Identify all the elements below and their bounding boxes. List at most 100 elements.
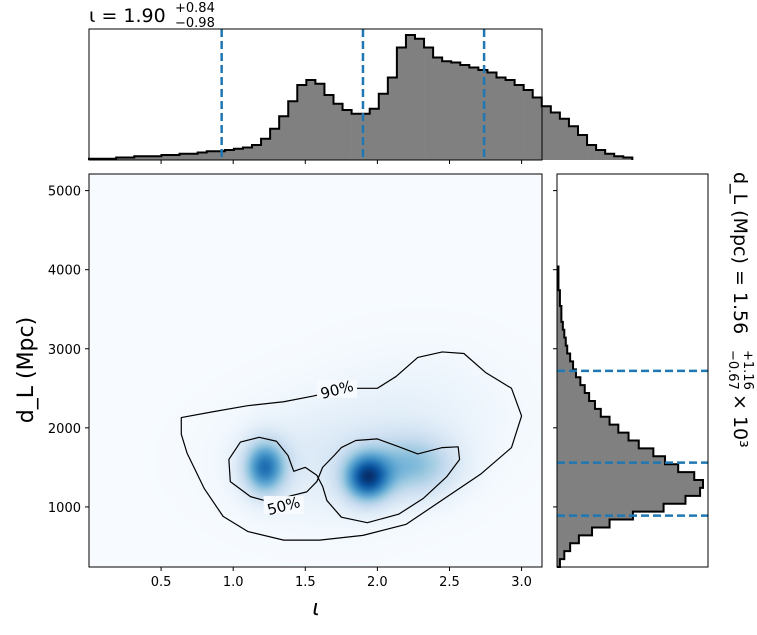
right-marginal-panel: d_L (Mpc) = 1.56 +1.16 −0.67 × 10³ xyxy=(553,172,755,568)
top-hist-bar xyxy=(605,153,615,160)
x-tick-label: 0.5 xyxy=(151,575,172,590)
top-hist-bar xyxy=(143,156,153,160)
top-hist-bar xyxy=(532,97,543,160)
right-hist-bar xyxy=(557,416,610,425)
top-hist-outline xyxy=(88,34,634,160)
right-hist-bar xyxy=(557,559,560,568)
top-hist-bar xyxy=(523,90,534,160)
right-hist-bar xyxy=(557,290,560,299)
top-hist-bar xyxy=(505,80,515,160)
top-hist-bar xyxy=(378,93,389,160)
joint-y-ticks: 1000 2000 3000 4000 5000 xyxy=(48,185,89,516)
contour-label-bg xyxy=(317,379,358,398)
right-hist-bar xyxy=(557,440,639,449)
joint-panel-frame xyxy=(88,173,543,568)
contour-label-bg xyxy=(263,496,304,515)
right-hist-bar xyxy=(557,456,666,465)
top-hist-bar xyxy=(152,156,162,160)
right-hist-bar xyxy=(557,313,562,323)
y-tick-label: 4000 xyxy=(48,264,81,279)
top-hist-bar xyxy=(405,35,416,160)
top-hist-bar xyxy=(306,80,316,160)
right-hist-bar xyxy=(557,361,574,370)
top-hist-bar xyxy=(342,110,352,160)
joint-x-ticks: 0.5 1.0 1.5 2.0 2.5 3.0 xyxy=(151,567,532,590)
right-title-suffix: × 10³ xyxy=(729,394,751,448)
right-hist-bar xyxy=(557,329,565,338)
top-hist-bar xyxy=(242,147,253,160)
top-histogram xyxy=(88,34,634,160)
y-tick-label: 2000 xyxy=(48,422,81,437)
top-hist-bar xyxy=(188,153,198,160)
right-hist-bar xyxy=(557,321,563,331)
top-hist-bar xyxy=(270,128,280,160)
right-panel-frame xyxy=(556,173,709,568)
right-hist-bar xyxy=(557,519,610,528)
top-hist-bar xyxy=(369,108,380,160)
top-hist-bar xyxy=(433,57,443,160)
top-x-ticks xyxy=(160,160,523,164)
x-tick-label: 3.0 xyxy=(511,575,532,590)
top-hist-bar xyxy=(351,113,361,160)
top-title-sub: −0.98 xyxy=(175,16,215,31)
top-hist-bar xyxy=(550,112,561,160)
right-hist-bar xyxy=(557,306,562,315)
top-hist-bar xyxy=(396,47,407,160)
right-y-ticks xyxy=(553,190,557,508)
right-hist-bar xyxy=(557,487,701,497)
right-hist-outline xyxy=(557,265,704,568)
top-hist-bar xyxy=(469,67,479,160)
top-panel-frame xyxy=(88,28,543,161)
top-hist-bar xyxy=(224,150,235,160)
top-hist-bar xyxy=(424,47,434,160)
y-tick-label: 1000 xyxy=(48,501,81,516)
top-hist-bar xyxy=(116,157,126,160)
top-hist-bar xyxy=(279,116,289,160)
right-hist-bar xyxy=(557,543,571,552)
right-hist-bar xyxy=(557,369,576,378)
top-hist-bar xyxy=(288,101,298,160)
right-title: d_L (Mpc) = 1.56 +1.16 −0.67 × 10³ xyxy=(725,172,755,448)
top-hist-bar xyxy=(179,153,189,160)
top-hist-bar xyxy=(442,61,452,160)
right-hist-bar xyxy=(557,393,590,402)
top-hist-bar xyxy=(568,126,579,160)
top-hist-bar xyxy=(487,72,497,160)
right-hist-bar xyxy=(557,527,593,536)
top-hist-bar xyxy=(261,138,271,160)
top-hist-bar xyxy=(125,157,135,160)
top-hist-bar xyxy=(206,151,217,160)
top-title-main: ι = 1.90 xyxy=(89,5,166,27)
top-hist-bar xyxy=(161,155,171,160)
x-tick-label: 2.0 xyxy=(367,575,388,590)
right-hist-bar xyxy=(557,377,581,386)
top-hist-bar xyxy=(324,95,334,160)
right-hist-bar xyxy=(557,298,560,307)
top-hist-bar xyxy=(587,145,597,160)
right-hist-bar xyxy=(557,480,703,489)
x-tick-label: 1.5 xyxy=(295,575,316,590)
top-hist-bar xyxy=(614,156,624,160)
top-hist-bar xyxy=(596,150,606,160)
joint-density-heatmap xyxy=(89,174,542,567)
right-histogram xyxy=(557,265,704,568)
right-hist-bar xyxy=(557,535,579,544)
y-tick-label: 5000 xyxy=(48,185,81,200)
top-hist-bar xyxy=(541,106,552,160)
top-hist-bar xyxy=(623,157,633,160)
right-hist-bar xyxy=(557,432,629,441)
top-hist-bar xyxy=(333,103,343,160)
x-axis-label: ι xyxy=(312,596,319,621)
right-hist-bar xyxy=(557,353,571,362)
top-hist-bar xyxy=(315,83,325,160)
top-hist-bar xyxy=(414,38,425,160)
right-hist-bar xyxy=(557,408,601,418)
top-hist-bar xyxy=(134,156,144,160)
right-title-main: d_L (Mpc) = 1.56 xyxy=(729,172,751,334)
top-hist-bar xyxy=(170,155,180,160)
right-hist-bar xyxy=(557,448,654,457)
right-hist-bar xyxy=(557,503,664,512)
right-hist-bar xyxy=(557,472,695,481)
right-hist-bar xyxy=(557,464,679,473)
